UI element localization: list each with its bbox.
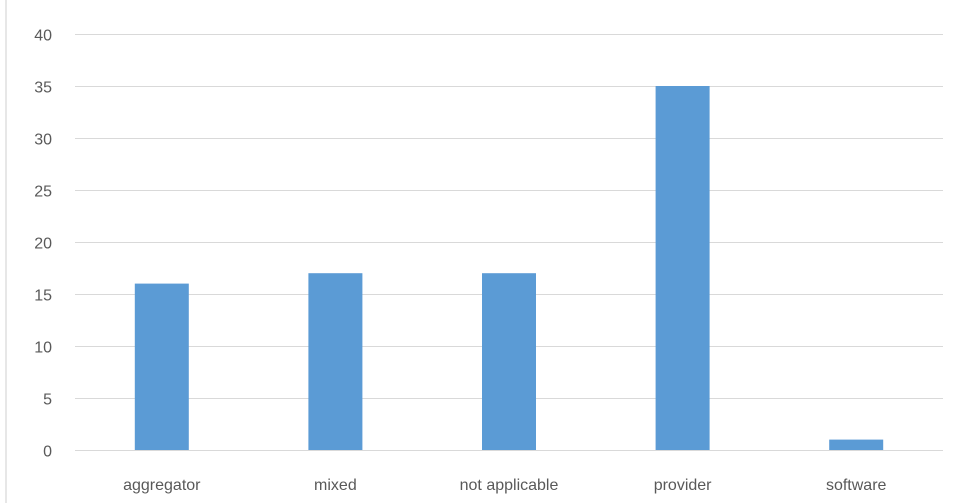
bar-software xyxy=(829,439,884,450)
bar-aggregator xyxy=(134,283,189,450)
y-tick-label: 20 xyxy=(34,236,52,253)
bars xyxy=(134,86,884,450)
y-tick-label: 30 xyxy=(34,132,52,149)
y-tick-label: 5 xyxy=(43,392,52,409)
x-category-label: provider xyxy=(654,477,712,494)
x-category-label: not applicable xyxy=(460,477,559,494)
x-category-label: mixed xyxy=(314,477,357,494)
x-category-label: software xyxy=(826,477,887,494)
y-axis-ticks: 0 5 10 15 20 25 30 35 40 xyxy=(34,28,52,461)
y-tick-label: 25 xyxy=(34,184,52,201)
bar-provider xyxy=(655,86,710,450)
x-axis-categories: aggregator mixed not applicable provider sof… xyxy=(123,477,886,494)
y-tick-label: 0 xyxy=(43,444,52,461)
y-tick-label: 35 xyxy=(34,80,52,97)
y-tick-label: 10 xyxy=(34,340,52,357)
bar-mixed xyxy=(308,273,363,450)
y-tick-label: 40 xyxy=(34,28,52,45)
bar-not-applicable xyxy=(482,273,536,450)
x-category-label: aggregator xyxy=(123,477,201,494)
y-tick-label: 15 xyxy=(34,288,52,305)
